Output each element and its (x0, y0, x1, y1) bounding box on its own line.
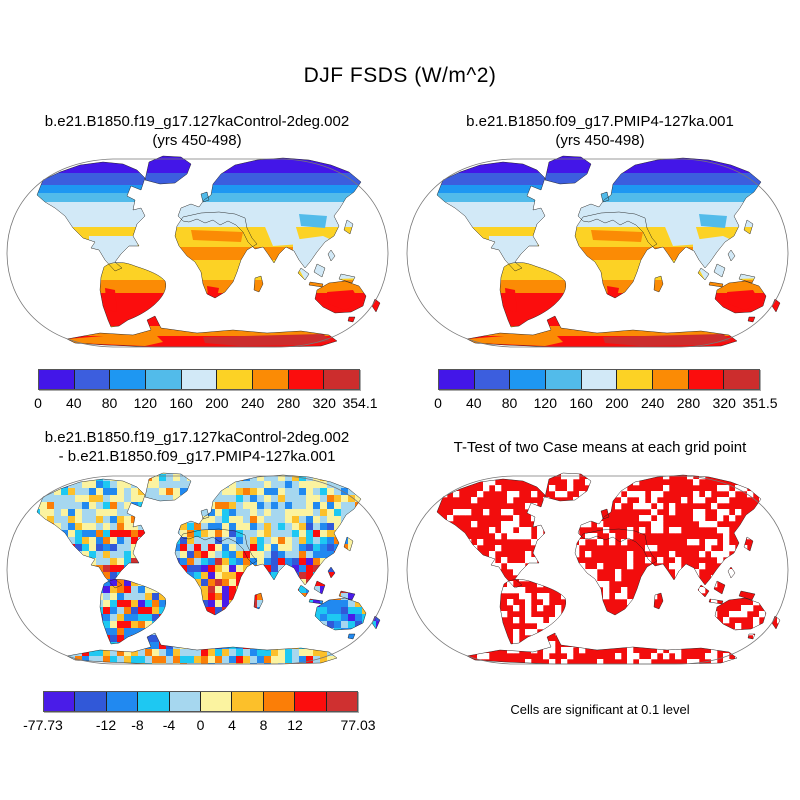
colorbar-tick-label: 240 (640, 395, 665, 411)
panel-title-line: T-Test of two Case means at each grid po… (453, 439, 747, 456)
panel-title-top-left: b.e21.B1850.f19_g17.127kaControl-2deg.00… (0, 112, 394, 150)
colorbar-segment (252, 370, 288, 389)
colorbar-tick-label: 40 (465, 395, 482, 411)
colorbar-tick-label: 77.03 (340, 717, 376, 733)
colorbar-segment (216, 370, 253, 389)
figure-title: DJF FSDS (W/m^2) (303, 64, 497, 87)
panel-title-top-right: b.e21.B1850.f09_g17.PMIP4-127ka.001 (yrs… (403, 112, 797, 150)
colorbar-control-labels: 0 40 80 120 160 200 240 280 320 354.1 (34, 395, 377, 413)
panel-title-bottom-right: T-Test of two Case means at each grid po… (403, 438, 797, 457)
colorbar-tick-label: 12 (287, 717, 303, 733)
colorbar-tick-label: -77.73 (23, 717, 63, 733)
colorbar-segment (509, 370, 546, 389)
colorbar-tick-label: 80 (501, 395, 518, 411)
colorbar-tick-label: -12 (95, 717, 117, 733)
colorbar-tick-label: 160 (169, 395, 193, 411)
colorbar-segment (294, 692, 326, 711)
colorbar-segment (73, 370, 110, 389)
colorbar-difference (43, 691, 358, 712)
colorbar-segment (200, 692, 232, 711)
significance-note: Cells are significant at 0.1 level (510, 702, 690, 717)
colorbar-segment (180, 370, 217, 389)
colorbar-tick-label: 280 (276, 395, 301, 411)
colorbar-tick-label: -4 (162, 717, 176, 733)
map-ttest (406, 472, 789, 665)
colorbar-tick-label: 120 (133, 395, 158, 411)
colorbar-tick-label: 0 (434, 395, 442, 411)
colorbar-segment (652, 370, 688, 389)
colorbar-tick-label: -8 (131, 717, 144, 733)
colorbar-tick-label: 40 (65, 395, 82, 411)
colorbar-segment (580, 370, 617, 389)
colorbar-tick-label: 0 (34, 395, 42, 411)
panel-title-bottom-left: b.e21.B1850.f19_g17.127kaControl-2deg.00… (0, 428, 394, 466)
colorbar-segment (439, 370, 474, 389)
colorbar-segment (723, 370, 760, 389)
colorbar-segment (145, 370, 181, 389)
colorbar-segment (231, 692, 263, 711)
colorbar-segment (545, 370, 581, 389)
map-control-case (6, 155, 389, 348)
colorbar-tick-label: 320 (312, 395, 336, 411)
colorbar-segment (325, 692, 358, 711)
colorbar-tick-label: 351.5 (742, 395, 778, 411)
colorbar-segment (323, 370, 360, 389)
colorbar-tick-label: 4 (228, 717, 236, 733)
colorbar-tick-label: 120 (533, 395, 558, 411)
colorbar-tick-label: 0 (196, 717, 205, 733)
panel-title-line: - b.e21.B1850.f09_g17.PMIP4-127ka.001 (58, 448, 336, 465)
colorbar-segment (616, 370, 653, 389)
colorbar-tick-label: 320 (712, 395, 736, 411)
colorbar-tick-label: 160 (569, 395, 593, 411)
colorbar-control (38, 369, 360, 390)
panel-title-line: b.e21.B1850.f19_g17.127kaControl-2deg.00… (44, 113, 350, 130)
colorbar-segment (168, 692, 201, 711)
colorbar-pmip4 (438, 369, 760, 390)
colorbar-tick-label: 240 (240, 395, 265, 411)
panel-title-line: (yrs 450-498) (555, 132, 645, 149)
colorbar-tick-label: 200 (605, 395, 629, 411)
colorbar-segment (137, 692, 169, 711)
colorbar-segment (44, 692, 75, 711)
colorbar-segment (109, 370, 146, 389)
colorbar-tick-label: 200 (205, 395, 229, 411)
map-pmip4-case (406, 155, 789, 348)
colorbar-segment (262, 692, 295, 711)
colorbar-segment (39, 370, 74, 389)
colorbar-segment (287, 370, 324, 389)
colorbar-tick-label: 280 (676, 395, 701, 411)
map-difference (6, 472, 389, 665)
panel-title-line: (yrs 450-498) (152, 132, 242, 149)
colorbar-tick-label: 354.1 (342, 395, 378, 411)
colorbar-segment (687, 370, 724, 389)
colorbar-difference-labels: -77.73 -12 -8 -4 0 4 8 12 77.03 (23, 717, 375, 735)
colorbar-pmip4-labels: 0 40 80 120 160 200 240 280 320 351.5 (434, 395, 777, 413)
colorbar-segment (105, 692, 138, 711)
panel-title-line: b.e21.B1850.f09_g17.PMIP4-127ka.001 (466, 113, 734, 130)
colorbar-tick-label: 80 (101, 395, 118, 411)
colorbar-tick-label: 8 (259, 717, 268, 733)
colorbar-segment (473, 370, 510, 389)
colorbar-segment (74, 692, 106, 711)
panel-title-line: b.e21.B1850.f19_g17.127kaControl-2deg.00… (44, 429, 350, 446)
